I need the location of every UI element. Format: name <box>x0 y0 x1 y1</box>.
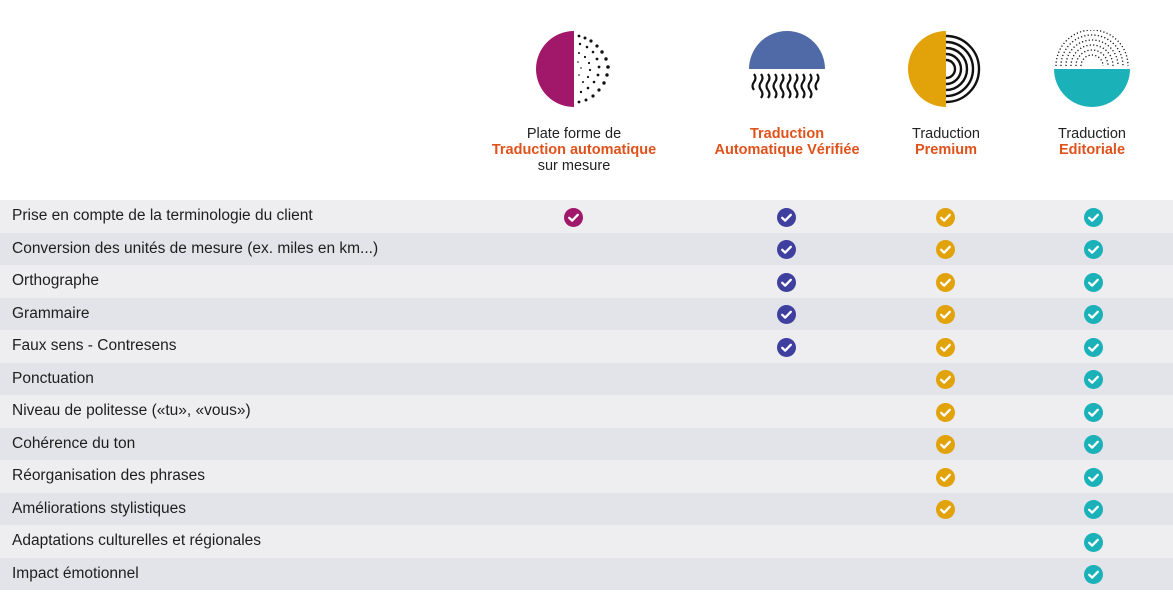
column-title-line1: Traduction <box>912 126 980 142</box>
feature-label: Réorganisation des phrases <box>12 467 206 484</box>
feature-label: Conversion des unités de mesure (ex. mil… <box>12 239 379 257</box>
check-icon <box>936 435 955 454</box>
feature-label: Grammaire <box>12 304 90 322</box>
feature-label: Ponctuation <box>12 369 94 387</box>
magenta-halftone-circle-icon <box>535 30 613 108</box>
feature-label: Adaptations culturelles et régionales <box>12 532 262 549</box>
column-header-verified: Traduction Automatique Vérifiée <box>687 30 887 158</box>
column-title-line2: Editoriale <box>1058 142 1126 158</box>
column-header-platform: Plate forme de Traduction automatique su… <box>474 30 674 174</box>
check-icon <box>1084 207 1103 227</box>
check-icon <box>777 207 796 227</box>
table-row: Ponctuation <box>0 362 1173 395</box>
check-icon <box>777 305 796 324</box>
table-row: Niveau de politesse («tu», «vous») <box>0 395 1173 428</box>
table-row: Adaptations culturelles et régionales <box>0 525 1173 558</box>
column-title-line2: Automatique Vérifiée <box>714 142 860 158</box>
check-icon <box>1084 467 1103 487</box>
feature-label: Cohérence du ton <box>12 434 136 452</box>
check-icon <box>936 305 955 324</box>
feature-label: Améliorations stylistiques <box>12 499 187 517</box>
feature-label: Orthographe <box>12 272 100 289</box>
column-header-editorial: Traduction Editoriale <box>992 29 1173 158</box>
check-icon <box>777 240 796 259</box>
feature-label: Impact émotionnel <box>12 564 139 582</box>
table-row: Conversion des unités de mesure (ex. mil… <box>0 232 1173 265</box>
column-title-line1: Traduction <box>1058 126 1126 142</box>
check-icon <box>1084 370 1103 389</box>
check-icon <box>777 272 796 292</box>
check-icon <box>1084 402 1103 422</box>
check-icon <box>1084 272 1103 292</box>
feature-table: Prise en compte de la terminologie du cl… <box>0 200 1173 590</box>
column-title-line2: Traduction automatique <box>491 142 657 158</box>
check-icon <box>1084 337 1103 357</box>
table-row: Réorganisation des phrases <box>0 460 1173 493</box>
check-icon <box>936 272 955 292</box>
column-title-line3: sur mesure <box>537 158 611 174</box>
check-icon <box>936 240 955 259</box>
check-icon <box>936 370 955 389</box>
table-row: Orthographe <box>0 265 1173 298</box>
feature-label: Niveau de politesse («tu», «vous») <box>12 402 251 419</box>
feature-label: Faux sens - Contresens <box>12 337 177 354</box>
feature-label: Prise en compte de la terminologie du cl… <box>12 207 313 224</box>
column-title-line2: Premium <box>914 142 978 158</box>
table-row: Grammaire <box>0 297 1173 330</box>
table-row: Cohérence du ton <box>0 427 1173 460</box>
table-row: Améliorations stylistiques <box>0 492 1173 525</box>
check-icon <box>1084 240 1103 259</box>
table-row: Faux sens - Contresens <box>0 330 1173 363</box>
column-title-line1: Plate forme de <box>526 126 622 142</box>
blue-wave-circle-icon <box>748 30 826 108</box>
check-icon <box>777 337 796 357</box>
table-row: Prise en compte de la terminologie du cl… <box>0 200 1173 233</box>
check-icon <box>1084 532 1103 552</box>
table-row: Impact émotionnel <box>0 557 1173 590</box>
column-header-premium: Traduction Premium <box>846 30 1046 158</box>
check-icon <box>936 207 955 227</box>
check-icon <box>936 337 955 357</box>
column-title-line1: Traduction <box>749 126 825 142</box>
check-icon <box>1084 565 1103 584</box>
check-icon <box>1084 500 1103 519</box>
gold-fingerprint-circle-icon <box>907 30 985 108</box>
check-icon <box>936 402 955 422</box>
check-icon <box>936 467 955 487</box>
check-icon <box>936 500 955 519</box>
check-icon <box>564 207 583 227</box>
check-icon <box>1084 305 1103 324</box>
check-icon <box>1084 435 1103 454</box>
teal-dotted-circle-icon <box>1053 29 1131 108</box>
